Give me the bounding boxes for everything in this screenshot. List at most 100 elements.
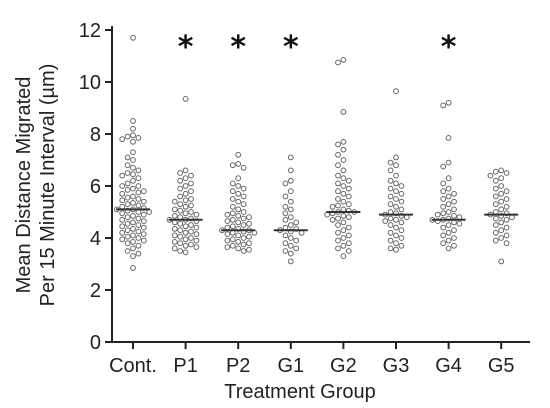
data-point xyxy=(440,240,447,247)
data-point xyxy=(440,163,447,170)
y-tick-label: 4 xyxy=(90,228,101,250)
data-point xyxy=(335,162,341,169)
data-point xyxy=(182,210,189,217)
data-point xyxy=(503,196,510,202)
y-tick-label: 12 xyxy=(79,20,101,42)
data-point xyxy=(398,198,405,205)
data-point xyxy=(182,167,189,174)
data-point xyxy=(119,172,126,179)
data-point xyxy=(229,180,236,187)
data-point xyxy=(445,185,452,192)
data-point xyxy=(130,265,136,271)
data-point xyxy=(282,216,289,223)
data-point xyxy=(451,227,457,234)
data-point xyxy=(282,248,289,254)
data-point xyxy=(393,172,399,179)
data-point xyxy=(124,180,131,187)
data-point xyxy=(445,159,452,166)
data-point xyxy=(135,167,142,174)
data-point xyxy=(440,102,447,109)
data-point xyxy=(171,232,178,239)
data-point xyxy=(498,183,505,189)
data-point xyxy=(340,138,347,145)
data-point xyxy=(340,213,347,219)
data-point xyxy=(445,175,452,182)
data-point xyxy=(124,170,131,176)
data-point xyxy=(345,248,352,254)
data-point xyxy=(387,193,394,200)
y-tick-label: 10 xyxy=(79,72,101,94)
data-point xyxy=(119,210,126,217)
data-point xyxy=(193,244,200,251)
data-point xyxy=(335,222,341,228)
data-point xyxy=(440,180,447,187)
data-point xyxy=(440,203,447,210)
data-point xyxy=(177,185,184,192)
x-tick-label: G2 xyxy=(330,355,357,377)
data-point xyxy=(124,248,131,254)
data-point xyxy=(124,162,131,169)
data-point xyxy=(130,245,136,252)
data-point xyxy=(235,161,242,167)
data-point xyxy=(171,206,178,213)
data-point xyxy=(282,193,289,200)
data-point xyxy=(287,167,294,174)
data-point xyxy=(130,149,136,156)
data-point xyxy=(282,203,289,210)
data-point xyxy=(240,222,247,228)
data-point xyxy=(393,224,399,231)
data-point xyxy=(398,227,405,234)
data-point xyxy=(393,246,399,253)
significance-star: * xyxy=(441,30,457,65)
data-point xyxy=(340,235,347,241)
data-point xyxy=(503,203,510,210)
data-point xyxy=(445,193,452,200)
data-point xyxy=(335,229,341,236)
data-point xyxy=(124,214,131,221)
data-point xyxy=(340,146,347,153)
y-tick-label: 8 xyxy=(90,124,101,146)
data-point xyxy=(492,193,499,200)
data-point xyxy=(182,175,189,182)
data-point xyxy=(398,206,405,213)
significance-star: * xyxy=(230,30,246,65)
data-point xyxy=(130,171,136,178)
data-point xyxy=(188,228,194,235)
data-point xyxy=(445,135,452,141)
data-point xyxy=(398,242,405,249)
data-point xyxy=(335,141,341,148)
data-point xyxy=(235,183,242,189)
data-point xyxy=(246,214,252,221)
data-point xyxy=(135,235,142,241)
data-point xyxy=(440,196,447,202)
data-point xyxy=(335,172,341,179)
data-point xyxy=(387,185,394,192)
data-point xyxy=(135,250,142,257)
data-point xyxy=(340,198,347,205)
data-point xyxy=(345,201,352,208)
data-point xyxy=(171,239,178,245)
data-point xyxy=(171,245,178,252)
data-point xyxy=(492,237,499,244)
data-point xyxy=(229,196,236,202)
data-point xyxy=(393,154,399,161)
data-point xyxy=(119,223,126,230)
data-point xyxy=(124,154,131,161)
data-point xyxy=(182,229,189,236)
data-point xyxy=(492,229,499,236)
data-point xyxy=(135,175,142,182)
data-point xyxy=(498,198,505,205)
data-point xyxy=(503,170,510,176)
data-point xyxy=(287,214,294,221)
data-point xyxy=(345,214,352,221)
data-point xyxy=(503,188,510,195)
significance-star: * xyxy=(178,30,194,65)
data-point xyxy=(135,215,142,222)
data-point xyxy=(492,215,499,222)
data-point xyxy=(451,190,457,197)
data-point xyxy=(177,177,184,184)
data-point xyxy=(177,227,184,234)
data-point xyxy=(130,118,136,124)
data-point xyxy=(182,96,189,102)
